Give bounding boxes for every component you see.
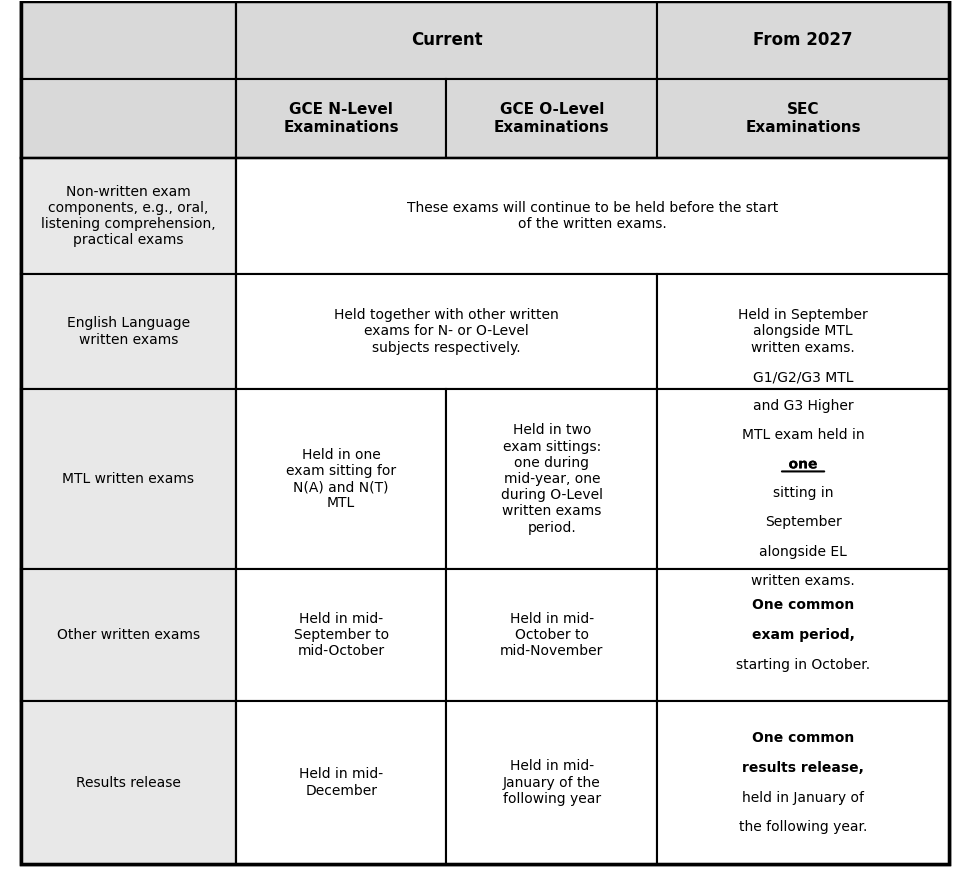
Bar: [446, 701, 657, 864]
FancyBboxPatch shape: [446, 701, 657, 864]
Text: sitting in: sitting in: [773, 487, 833, 501]
FancyBboxPatch shape: [20, 701, 236, 864]
Text: the following year.: the following year.: [739, 820, 867, 834]
FancyBboxPatch shape: [20, 389, 236, 570]
Text: MTL exam held in: MTL exam held in: [742, 428, 864, 442]
Text: From 2027: From 2027: [754, 31, 852, 49]
Bar: [20, 275, 236, 389]
Text: Non-written exam
components, e.g., oral,
listening comprehension,
practical exam: Non-written exam components, e.g., oral,…: [41, 185, 216, 247]
FancyBboxPatch shape: [236, 2, 657, 79]
Text: starting in October.: starting in October.: [736, 658, 870, 672]
Text: Results release: Results release: [76, 775, 180, 789]
Bar: [20, 701, 236, 864]
FancyBboxPatch shape: [657, 2, 949, 79]
FancyBboxPatch shape: [236, 389, 446, 570]
FancyBboxPatch shape: [20, 275, 236, 389]
Bar: [446, 570, 657, 701]
Bar: [20, 570, 236, 701]
Bar: [20, 79, 236, 158]
Bar: [657, 570, 949, 701]
FancyBboxPatch shape: [20, 2, 236, 79]
Text: Held in mid-
December: Held in mid- December: [300, 767, 383, 797]
FancyBboxPatch shape: [20, 79, 236, 158]
Bar: [236, 158, 949, 275]
Text: Held in mid-
October to
mid-November: Held in mid- October to mid-November: [500, 612, 604, 659]
FancyBboxPatch shape: [20, 570, 236, 701]
Text: G1/G2/G3 MTL: G1/G2/G3 MTL: [753, 370, 853, 384]
Bar: [236, 275, 657, 389]
FancyBboxPatch shape: [446, 389, 657, 570]
Text: One common: One common: [752, 731, 854, 744]
FancyBboxPatch shape: [657, 79, 949, 158]
Text: GCE O-Level
Examinations: GCE O-Level Examinations: [494, 102, 610, 135]
Text: held in January of: held in January of: [742, 790, 864, 804]
Bar: [446, 389, 657, 570]
FancyBboxPatch shape: [657, 275, 949, 389]
Bar: [20, 389, 236, 570]
Text: Held in one
exam sitting for
N(A) and N(T)
MTL: Held in one exam sitting for N(A) and N(…: [286, 448, 396, 510]
Bar: [236, 389, 446, 570]
Text: Other written exams: Other written exams: [57, 628, 200, 642]
Text: exam period,: exam period,: [752, 628, 854, 642]
FancyBboxPatch shape: [20, 158, 236, 275]
FancyBboxPatch shape: [446, 79, 657, 158]
FancyBboxPatch shape: [236, 79, 446, 158]
Text: Held together with other written
exams for N- or O-Level
subjects respectively.: Held together with other written exams f…: [334, 308, 559, 355]
Text: results release,: results release,: [742, 760, 864, 774]
FancyBboxPatch shape: [236, 701, 446, 864]
Bar: [20, 2, 236, 79]
Bar: [446, 79, 657, 158]
Text: Held in September
alongside MTL
written exams.: Held in September alongside MTL written …: [738, 308, 868, 355]
Text: Held in two
exam sittings:
one during
mid-year, one
during O-Level
written exams: Held in two exam sittings: one during mi…: [501, 423, 603, 534]
Bar: [236, 79, 446, 158]
Bar: [657, 389, 949, 570]
Bar: [657, 275, 949, 389]
FancyBboxPatch shape: [236, 570, 446, 701]
FancyBboxPatch shape: [236, 158, 949, 275]
Text: MTL written exams: MTL written exams: [62, 472, 194, 486]
Text: one: one: [788, 457, 818, 472]
FancyBboxPatch shape: [236, 275, 657, 389]
Text: English Language
written exams: English Language written exams: [66, 316, 190, 346]
Text: alongside EL: alongside EL: [759, 545, 847, 559]
Bar: [20, 158, 236, 275]
Text: written exams.: written exams.: [751, 574, 855, 587]
Text: SEC
Examinations: SEC Examinations: [745, 102, 861, 135]
FancyBboxPatch shape: [446, 570, 657, 701]
Text: One common: One common: [752, 598, 854, 612]
Text: and G3 Higher: and G3 Higher: [753, 399, 853, 413]
Bar: [236, 2, 657, 79]
Bar: [236, 570, 446, 701]
Text: Current: Current: [411, 31, 482, 49]
Bar: [236, 701, 446, 864]
Text: GCE N-Level
Examinations: GCE N-Level Examinations: [283, 102, 399, 135]
Text: Held in mid-
January of the
following year: Held in mid- January of the following ye…: [503, 759, 601, 806]
Text: Held in mid-
September to
mid-October: Held in mid- September to mid-October: [294, 612, 389, 659]
Bar: [657, 2, 949, 79]
Bar: [657, 79, 949, 158]
Text: These exams will continue to be held before the start
of the written exams.: These exams will continue to be held bef…: [407, 201, 779, 231]
Text: September: September: [765, 516, 841, 530]
Bar: [657, 701, 949, 864]
